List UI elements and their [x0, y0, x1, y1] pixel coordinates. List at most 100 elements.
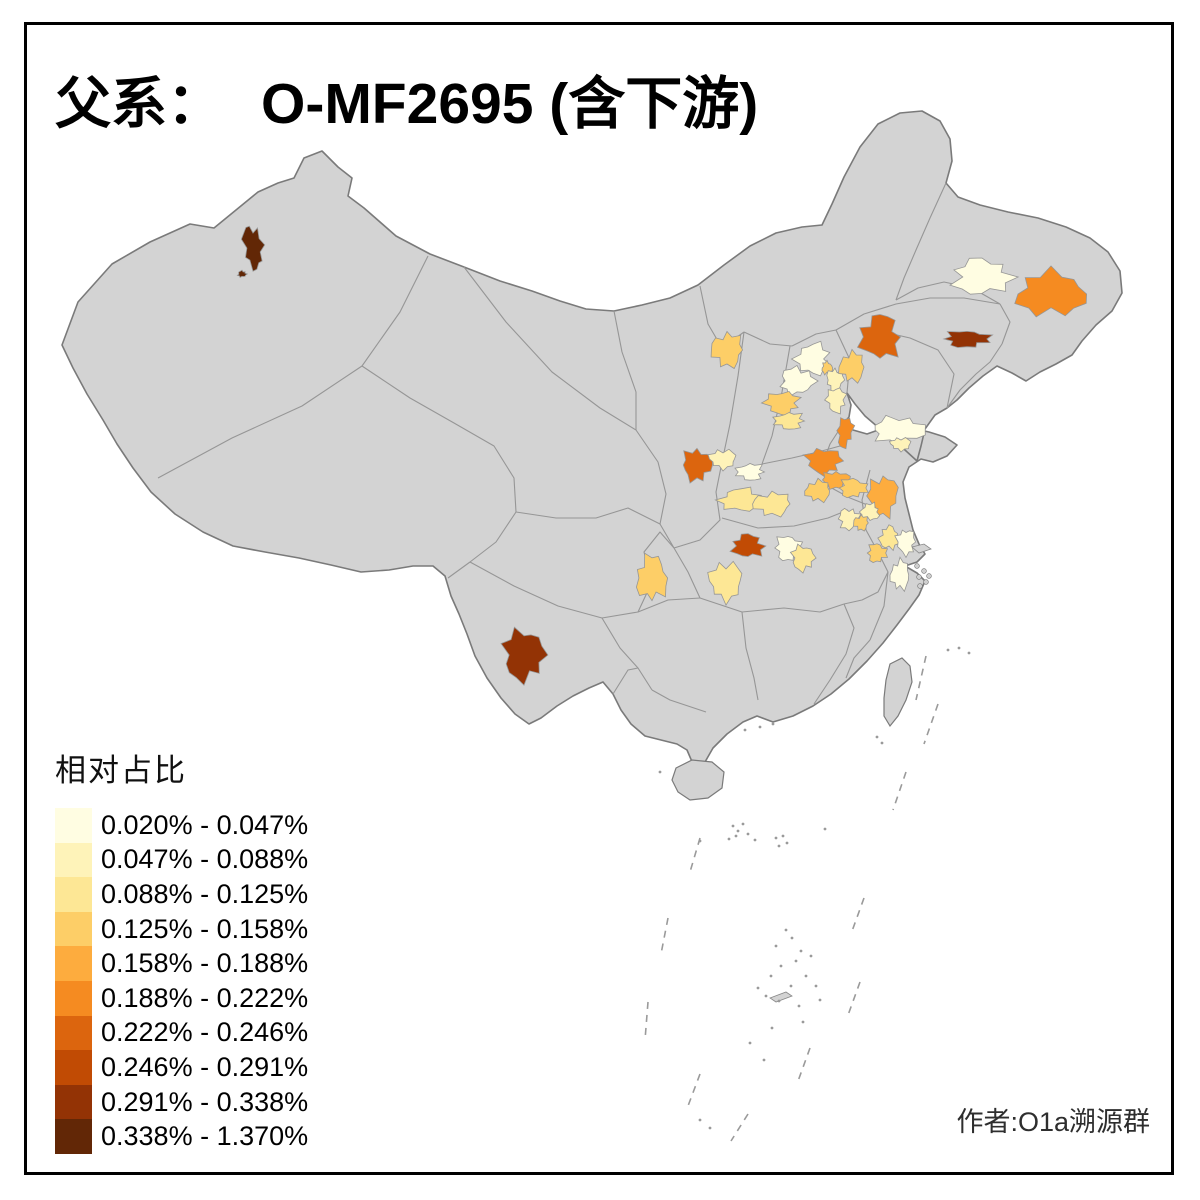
province-border	[946, 343, 1003, 409]
legend-item: 0.088% - 0.125%	[55, 877, 308, 912]
legend-label: 0.246% - 0.291%	[101, 1051, 309, 1082]
legend-item: 0.125% - 0.158%	[55, 911, 309, 947]
region-xingtai	[772, 412, 806, 430]
region-baoding	[779, 364, 819, 398]
legend-label: 0.291% - 0.338%	[101, 1086, 309, 1117]
island-dot	[801, 1020, 805, 1024]
province-border	[601, 617, 653, 691]
island-dot	[957, 646, 961, 650]
legend-label: 0.222% - 0.246%	[101, 1017, 309, 1048]
region-jinan	[836, 417, 856, 450]
region-liaoning-east	[942, 330, 994, 348]
island-dot	[777, 844, 781, 848]
province-border	[813, 603, 855, 705]
zhoushan-islet	[917, 583, 923, 589]
province-border	[883, 331, 955, 409]
sea-boundary-dash	[915, 655, 927, 701]
province-border	[721, 509, 849, 529]
island-dot	[769, 974, 773, 978]
region-weinan	[707, 448, 737, 472]
province-border	[361, 365, 517, 579]
region-xian	[682, 447, 713, 484]
province-border	[895, 182, 947, 301]
province-border	[761, 345, 791, 465]
region-weifang-zibo	[874, 414, 926, 445]
island-dot	[818, 998, 822, 1002]
hainan-island	[671, 759, 725, 801]
island-dot	[748, 1041, 752, 1045]
island-dot	[764, 994, 768, 998]
island-dot	[762, 1058, 766, 1062]
legend-swatch	[55, 1084, 92, 1120]
sea-boundary-dash	[660, 917, 669, 955]
island-dot	[779, 964, 783, 968]
sea-boundary-dash	[850, 897, 865, 935]
spratly-islet	[769, 991, 793, 1003]
region-dali-yunnan	[500, 626, 549, 686]
region-beijing	[790, 340, 832, 377]
island-dot	[753, 838, 757, 842]
province-border	[612, 667, 639, 695]
island-dot	[814, 984, 818, 988]
region-xinjiang-small-dot	[236, 269, 249, 278]
province-border	[635, 429, 675, 549]
province-border	[673, 461, 723, 549]
region-hangzhou-north	[889, 556, 910, 593]
legend-item: 0.338% - 1.370%	[55, 1119, 308, 1154]
legend-swatch	[55, 877, 92, 912]
legend-item: 0.291% - 0.338%	[55, 1084, 309, 1120]
legend-swatch	[55, 1050, 92, 1085]
region-cangzhou	[823, 387, 848, 415]
plot-border	[24, 22, 1174, 1175]
title-prefix: 父系：	[55, 74, 223, 136]
legend-label: 0.125% - 0.158%	[101, 913, 309, 944]
province-border	[999, 303, 1011, 345]
zhoushan-islet	[916, 574, 922, 580]
region-kaifeng-heze	[802, 447, 845, 477]
island-dot	[698, 1118, 702, 1122]
province-border	[835, 297, 1001, 331]
region-yichang	[707, 560, 743, 606]
island-dot	[797, 1004, 801, 1008]
province-border	[741, 611, 759, 701]
zhoushan-islet	[926, 573, 932, 579]
region-yancheng	[866, 475, 899, 520]
island-dot	[741, 822, 745, 826]
legend-title: 相对占比	[55, 753, 187, 788]
legend: 相对占比 0.020% - 0.047% 0.047% - 0.088% 0.0…	[55, 745, 308, 1154]
island-dot	[784, 928, 788, 932]
sea-boundary-dash	[730, 1113, 749, 1142]
province-border	[673, 547, 701, 599]
island-dot	[880, 741, 884, 745]
legend-item: 0.222% - 0.246%	[55, 1015, 309, 1051]
island-dot	[781, 834, 785, 838]
province-border	[515, 507, 661, 525]
region-bozhou	[838, 477, 869, 499]
island-dot	[734, 834, 738, 838]
region-chuzhou	[853, 514, 869, 532]
sea-boundary-dash	[644, 1001, 649, 1041]
island-dot	[770, 1026, 774, 1030]
province-border	[651, 689, 707, 713]
legend-swatch	[55, 946, 92, 981]
region-jilin-east	[1014, 265, 1088, 318]
island-dot	[698, 839, 702, 843]
island-dot	[708, 1126, 712, 1130]
island-dot	[774, 836, 778, 840]
legend-item: 0.020% - 0.047%	[55, 808, 308, 843]
island-dot	[823, 827, 827, 831]
legend-item: 0.246% - 0.291%	[55, 1050, 308, 1085]
province-border	[743, 331, 793, 347]
legend-swatch	[55, 1015, 92, 1051]
region-chongqing-northeast	[635, 552, 669, 602]
island-dot	[799, 949, 803, 953]
legend-swatch	[55, 842, 92, 878]
region-hefei-east	[837, 507, 862, 532]
region-wuhan	[774, 536, 804, 562]
region-tangshan	[838, 348, 865, 384]
region-jiyuan-north-henan	[734, 463, 766, 481]
island-dot	[746, 832, 750, 836]
figure-title: 父系： O-MF2695 (含下游)	[55, 58, 758, 140]
sea-boundary-dash	[892, 771, 907, 811]
